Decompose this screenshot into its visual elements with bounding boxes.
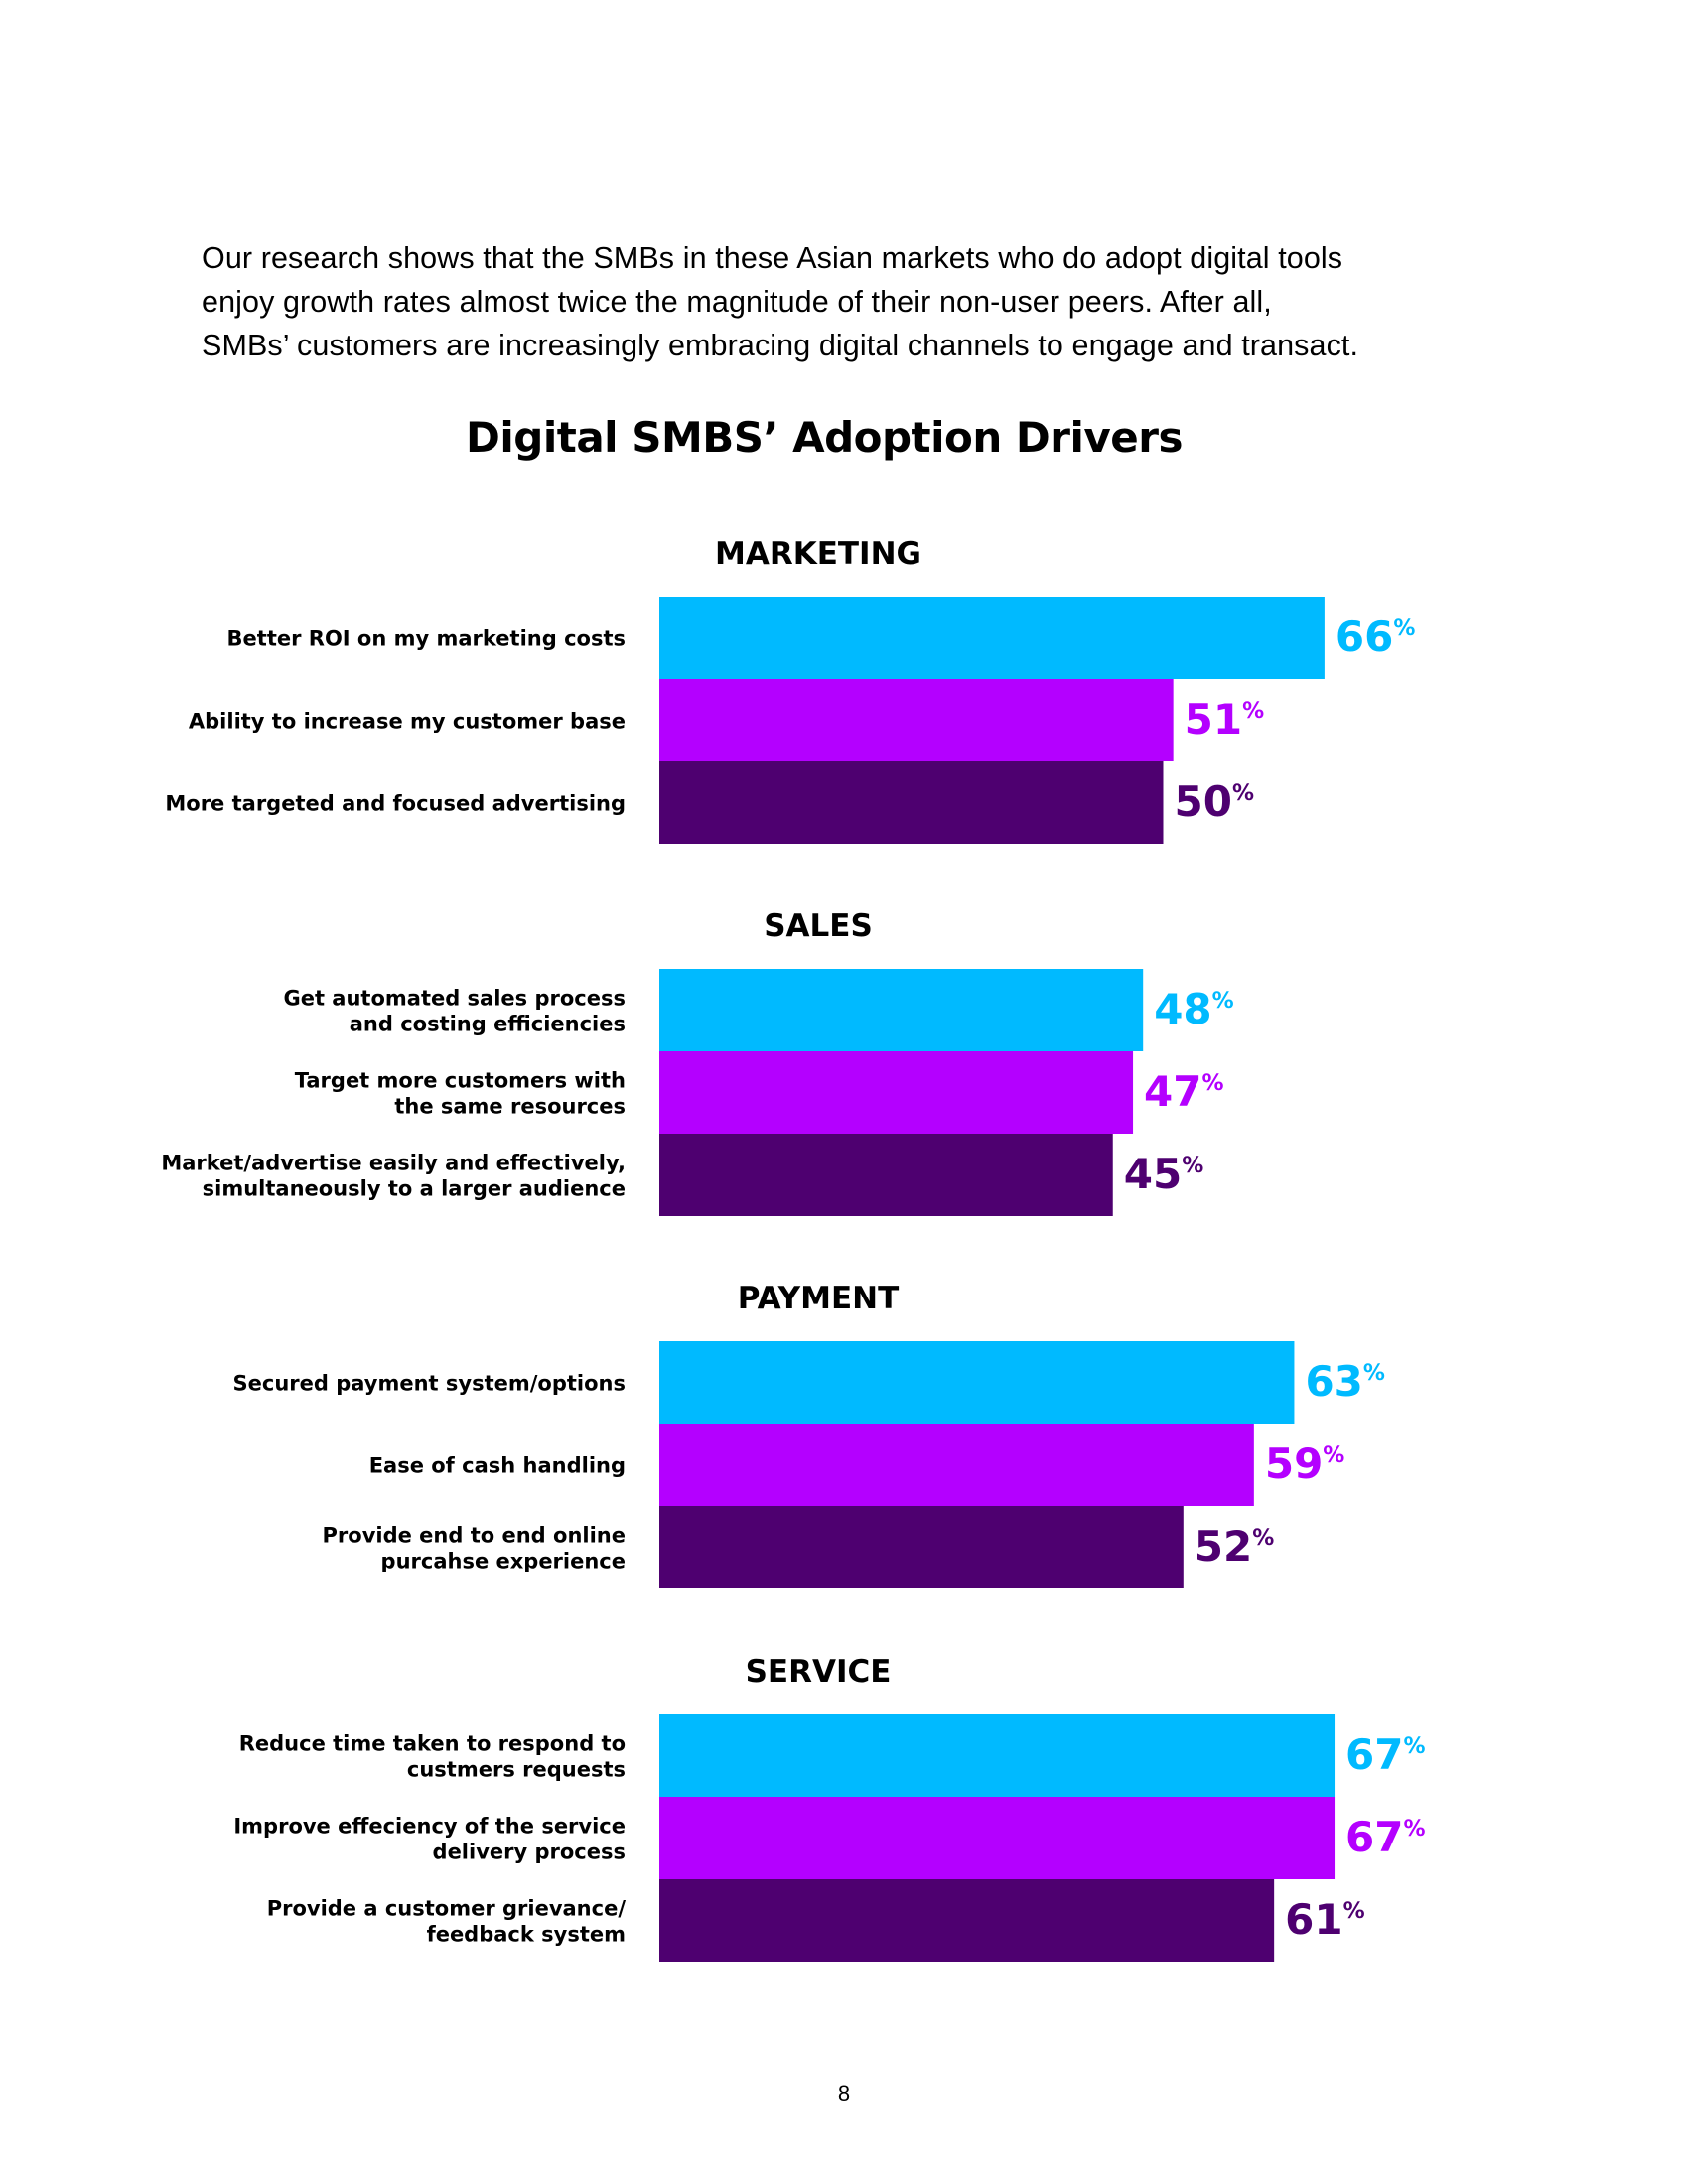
value-label: 51% <box>1185 695 1265 744</box>
group-heading: SERVICE <box>746 1654 892 1690</box>
value-label: 47% <box>1144 1067 1224 1116</box>
category-label: delivery process <box>433 1841 626 1864</box>
value-unit: % <box>1393 616 1415 641</box>
intro-line: enjoy growth rates almost twice the magn… <box>202 285 1272 319</box>
category-label: Improve effeciency of the service <box>233 1815 626 1839</box>
category-label: Better ROI on my marketing costs <box>227 627 626 651</box>
group-heading: PAYMENT <box>738 1281 899 1316</box>
value-number: 66 <box>1336 613 1393 661</box>
category-label: feedback system <box>427 1923 626 1947</box>
value-number: 61 <box>1285 1895 1342 1944</box>
value-number: 67 <box>1345 1813 1403 1861</box>
category-label: the same resources <box>394 1095 626 1119</box>
category-label: Provide end to end online <box>323 1524 626 1548</box>
value-label: 52% <box>1195 1522 1275 1570</box>
intro-paragraph: Our research shows that the SMBs in thes… <box>202 236 1492 367</box>
value-unit: % <box>1232 781 1254 806</box>
value-label: 63% <box>1305 1357 1385 1406</box>
value-number: 67 <box>1345 1730 1403 1779</box>
intro-line: SMBs’ customers are increasingly embraci… <box>202 329 1359 362</box>
bar <box>659 969 1144 1051</box>
category-label: Provide a customer grievance/ <box>267 1897 627 1921</box>
page-number: 8 <box>837 2081 851 2106</box>
value-label: 67% <box>1345 1813 1426 1861</box>
value-unit: % <box>1202 1071 1224 1096</box>
bar <box>659 1506 1184 1588</box>
value-unit: % <box>1404 1817 1426 1842</box>
value-label: 50% <box>1175 777 1255 826</box>
value-label: 66% <box>1336 613 1416 661</box>
value-unit: % <box>1212 989 1234 1014</box>
value-label: 59% <box>1265 1439 1345 1488</box>
category-label: Target more customers with <box>295 1069 626 1093</box>
bar <box>659 679 1174 761</box>
category-label: Secured payment system/options <box>233 1372 626 1396</box>
category-label: custmers requests <box>407 1758 626 1782</box>
category-label: More targeted and focused advertising <box>165 792 626 816</box>
category-label: Ease of cash handling <box>369 1454 626 1478</box>
group-heading: MARKETING <box>715 536 921 572</box>
value-number: 47 <box>1144 1067 1201 1116</box>
value-label: 67% <box>1345 1730 1426 1779</box>
bar <box>659 761 1164 844</box>
value-label: 48% <box>1154 985 1234 1033</box>
category-label: simultaneously to a larger audience <box>203 1177 626 1201</box>
value-number: 51 <box>1185 695 1242 744</box>
bar <box>659 1341 1295 1424</box>
bar <box>659 597 1325 679</box>
value-number: 48 <box>1154 985 1211 1033</box>
category-label: and costing efficiencies <box>350 1013 626 1036</box>
value-number: 63 <box>1305 1357 1362 1406</box>
value-label: 61% <box>1285 1895 1365 1944</box>
value-unit: % <box>1252 1526 1274 1551</box>
value-label: 45% <box>1124 1150 1204 1198</box>
value-unit: % <box>1323 1443 1344 1468</box>
value-number: 45 <box>1124 1150 1182 1198</box>
group-heading: SALES <box>764 908 873 944</box>
bar <box>659 1797 1336 1879</box>
value-unit: % <box>1404 1734 1426 1759</box>
value-number: 50 <box>1175 777 1232 826</box>
value-unit: % <box>1182 1154 1203 1178</box>
bar <box>659 1424 1254 1506</box>
category-label: Market/advertise easily and effectively, <box>161 1152 626 1175</box>
value-number: 52 <box>1195 1522 1252 1570</box>
value-number: 59 <box>1265 1439 1323 1488</box>
bar <box>659 1879 1275 1962</box>
intro-line: Our research shows that the SMBs in thes… <box>202 241 1343 275</box>
value-unit: % <box>1343 1899 1365 1924</box>
category-label: purcahse experience <box>381 1550 626 1573</box>
bar <box>659 1051 1134 1134</box>
value-unit: % <box>1363 1361 1385 1386</box>
chart-title: Digital SMBS’ Adoption Drivers <box>466 413 1183 462</box>
value-unit: % <box>1242 699 1264 724</box>
bar <box>659 1714 1336 1797</box>
category-label: Reduce time taken to respond to <box>239 1732 626 1756</box>
category-label: Get automated sales process <box>283 987 626 1011</box>
bar <box>659 1134 1113 1216</box>
category-label: Ability to increase my customer base <box>189 710 626 734</box>
